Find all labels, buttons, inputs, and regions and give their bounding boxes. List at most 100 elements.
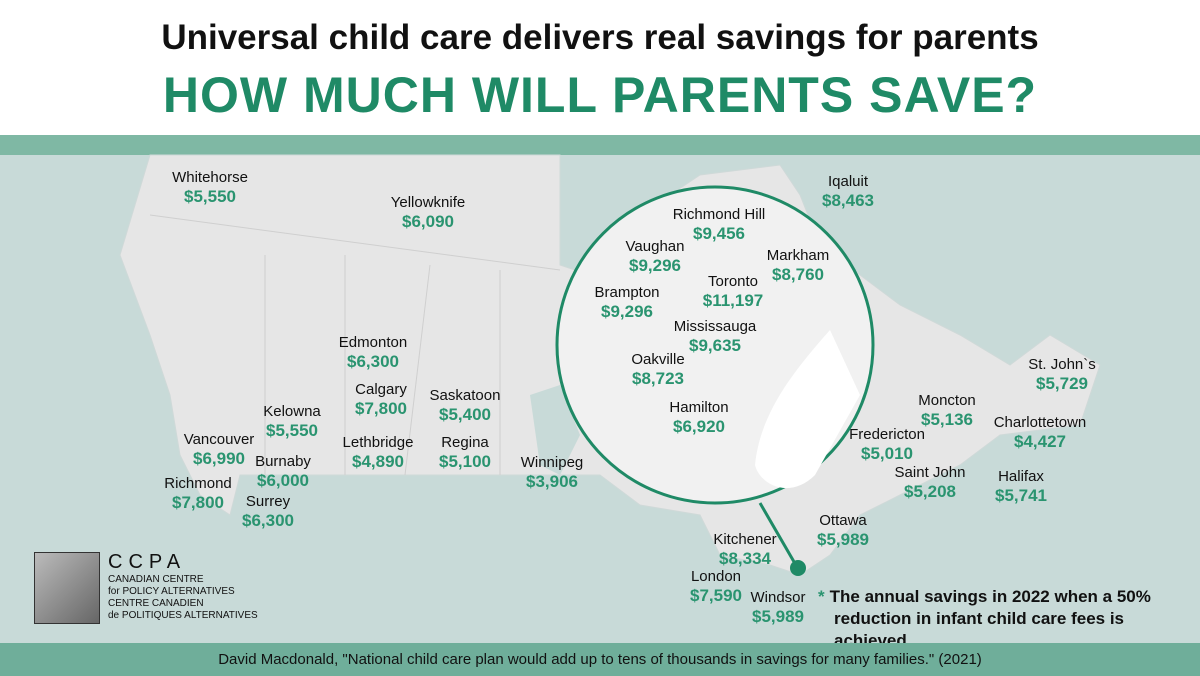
logo-en-line2: for POLICY ALTERNATIVES — [108, 586, 235, 597]
city-savings: $5,100 — [439, 452, 491, 471]
city-savings: $9,456 — [693, 224, 745, 243]
city-savings: $8,463 — [822, 191, 874, 210]
city-savings: $6,990 — [192, 449, 245, 468]
city-label: Kitchener $8,334 — [713, 530, 776, 568]
city-label: Winnipeg $3,906 — [521, 453, 584, 491]
city-name: Mississauga — [673, 318, 757, 335]
gta-location-dot — [790, 560, 806, 576]
headline: Universal child care delivers real savin… — [161, 18, 1039, 57]
city-savings: $8,760 — [771, 265, 824, 284]
logo-fr-line1: CENTRE CANADIEN — [108, 598, 204, 609]
city-name: Richmond — [164, 475, 232, 492]
city-name: Iqaluit — [827, 173, 869, 190]
city-savings: $5,550 — [184, 187, 236, 206]
city-name: Brampton — [594, 284, 660, 301]
city-savings: $5,550 — [265, 421, 318, 440]
city-name: Calgary — [355, 381, 407, 398]
inset-pointer-line — [758, 502, 799, 568]
city-savings: $9,635 — [689, 336, 741, 355]
city-name: Charlottetown — [993, 414, 1087, 431]
header: Universal child care delivers real savin… — [0, 0, 1200, 135]
city-name: Hamilton — [669, 399, 729, 416]
city-savings: $5,989 — [751, 607, 804, 626]
city-label: Saint John $5,208 — [895, 463, 966, 501]
city-savings: $6,300 — [242, 511, 294, 530]
city-name: Moncton — [918, 392, 976, 409]
city-savings: $4,427 — [1014, 432, 1066, 451]
city-name: Richmond Hill — [672, 206, 766, 223]
city-savings: $9,296 — [628, 256, 681, 275]
city-name: Kelowna — [263, 403, 321, 420]
maple-leaf-logo-icon — [34, 552, 100, 624]
city-label: Richmond Hill $9,456 — [673, 205, 766, 243]
city-savings: $5,208 — [903, 482, 956, 501]
city-label: Ottawa $5,989 — [817, 511, 869, 549]
city-savings: $9,296 — [600, 302, 653, 321]
city-savings: $6,000 — [257, 471, 309, 490]
city-label: Kelowna $5,550 — [263, 402, 321, 440]
city-savings: $6,090 — [402, 212, 454, 231]
city-label: Surrey $6,300 — [242, 492, 294, 530]
city-label: Vancouver $6,990 — [184, 430, 255, 468]
city-name: Regina — [441, 434, 489, 451]
city-label: Oakville $8,723 — [631, 350, 684, 388]
city-name: Windsor — [750, 589, 806, 606]
city-name: Toronto — [707, 273, 759, 290]
city-savings: $7,800 — [172, 493, 224, 512]
top-band — [0, 135, 1200, 155]
city-savings: $3,906 — [525, 472, 578, 491]
city-savings: $5,136 — [920, 410, 973, 429]
city-label: Lethbridge $4,890 — [343, 433, 414, 471]
city-name: Saint John — [894, 464, 966, 481]
great-lakes — [530, 385, 580, 475]
city-name: Markham — [766, 247, 830, 264]
city-savings: $6,300 — [346, 352, 399, 371]
city-label: Moncton $5,136 — [918, 391, 976, 429]
city-name: Halifax — [998, 468, 1044, 485]
city-savings: $8,723 — [631, 369, 684, 388]
province-borders — [149, 214, 561, 476]
city-savings: $5,400 — [438, 405, 491, 424]
asterisk: * — [818, 587, 825, 606]
city-name: Saskatoon — [429, 387, 501, 404]
city-label: Markham $8,760 — [767, 246, 830, 284]
city-label: Halifax $5,741 — [995, 467, 1047, 505]
city-name: St. John`s — [1028, 356, 1096, 373]
canada-map — [119, 154, 1101, 576]
city-label: Vaughan $9,296 — [626, 237, 685, 275]
city-name: Vancouver — [183, 431, 255, 448]
city-savings: $7,590 — [690, 586, 742, 605]
city-label: Hamilton $6,920 — [669, 398, 728, 436]
city-label: Regina $5,100 — [439, 433, 491, 471]
city-name: Edmonton — [338, 334, 408, 351]
city-name: Fredericton — [849, 426, 925, 443]
city-savings: $7,800 — [355, 399, 407, 418]
city-label: Burnaby $6,000 — [255, 452, 311, 490]
city-label: Toronto $11,197 — [703, 272, 764, 310]
city-savings: $11,197 — [702, 291, 764, 310]
city-savings: $5,989 — [817, 530, 869, 549]
city-name: Burnaby — [255, 453, 311, 470]
city-label: Saskatoon $5,400 — [430, 386, 501, 424]
citation-footer: David Macdonald, "National child care pl… — [0, 643, 1200, 676]
city-label: Brampton $9,296 — [594, 283, 659, 321]
footnote: * The annual savings in 2022 when a 50% r… — [818, 586, 1200, 652]
city-savings: $5,010 — [861, 444, 913, 463]
city-name: Whitehorse — [172, 169, 248, 186]
logo-en-line1: CANADIAN CENTRE — [108, 574, 204, 585]
city-name: Surrey — [245, 493, 291, 510]
city-label: Fredericton $5,010 — [849, 425, 925, 463]
city-label: Iqaluit $8,463 — [822, 172, 874, 210]
city-name: Vaughan — [625, 238, 685, 255]
city-label: Charlottetown $4,427 — [994, 413, 1087, 451]
city-name: London — [690, 568, 742, 585]
city-label: London $7,590 — [690, 567, 742, 605]
city-label: Calgary $7,800 — [355, 380, 407, 418]
city-name: Winnipeg — [520, 454, 584, 471]
city-savings: $6,920 — [673, 417, 725, 436]
city-name: Oakville — [631, 351, 685, 368]
city-savings: $8,334 — [719, 549, 771, 568]
lake-ontario-inset — [755, 330, 860, 489]
city-name: Yellowknife — [390, 194, 466, 211]
subheadline: HOW MUCH WILL PARENTS SAVE? — [162, 67, 1038, 123]
